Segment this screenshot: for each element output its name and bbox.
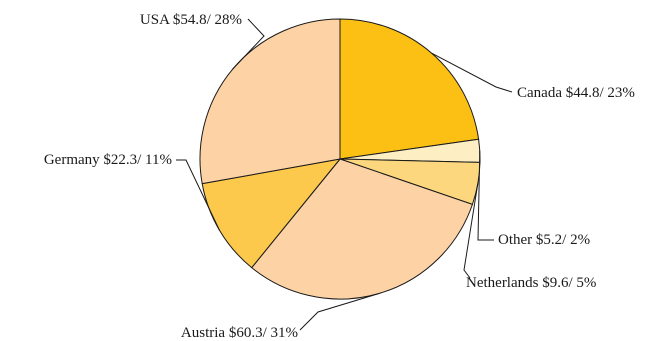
slice-canada [339, 18, 480, 160]
leader-line-usa [232, 18, 265, 70]
leader-lines [176, 18, 513, 331]
leader-line-canada [431, 52, 513, 93]
leader-line-netherlands [463, 183, 479, 279]
leader-line-other [477, 150, 494, 241]
pie-slices [199, 18, 481, 300]
leader-line-germany [176, 159, 220, 231]
label-canada: Canada $44.8/ 23% [517, 85, 635, 101]
leader-line-austria [299, 293, 379, 331]
label-germany: Germany $22.3/ 11% [44, 152, 172, 168]
label-usa: USA $54.8/ 28% [140, 12, 242, 28]
label-other: Other $5.2/ 2% [498, 232, 590, 248]
label-austria: Austria $60.3/ 31% [181, 325, 298, 341]
slice-usa [199, 18, 341, 185]
label-netherlands: Netherlands $9.6/ 5% [466, 275, 596, 291]
